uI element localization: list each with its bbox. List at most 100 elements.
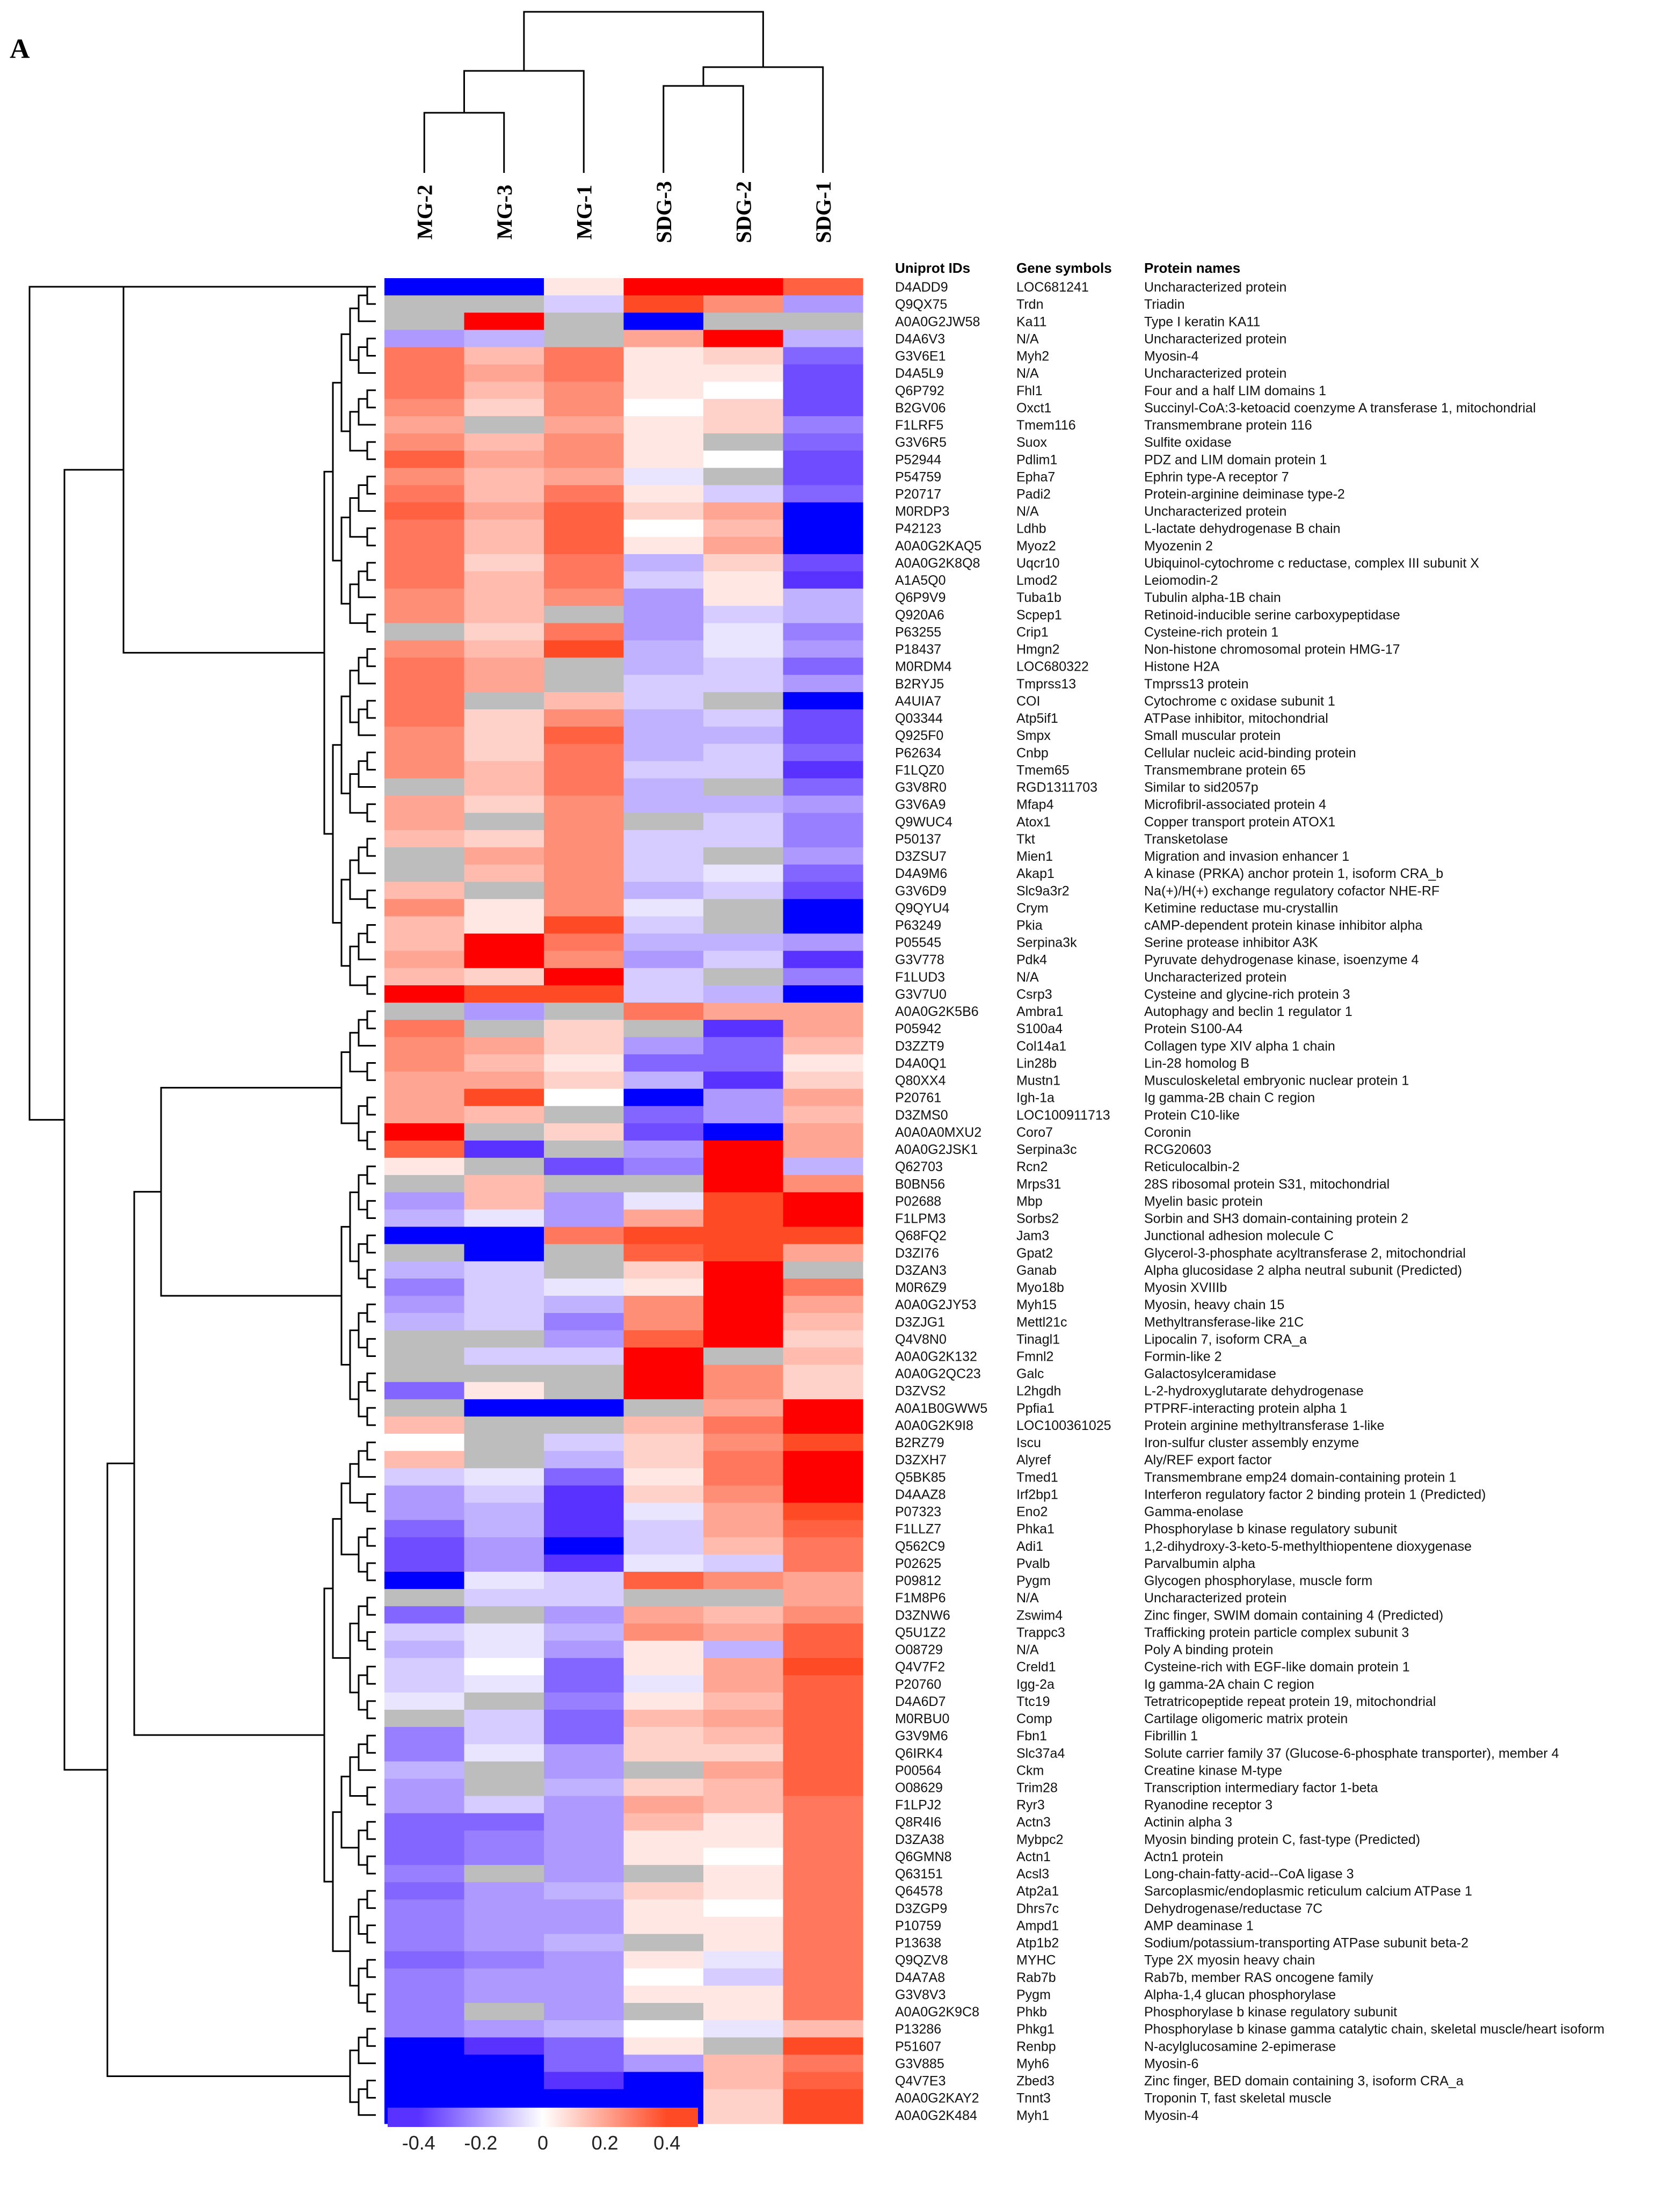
row-protein-name: Trafficking protein particle complex sub… (1144, 1625, 1409, 1640)
panel-label: A (10, 34, 30, 64)
row-gene: Trdn (1016, 297, 1043, 312)
row-gene: Myh2 (1016, 349, 1049, 364)
heatmap-cell (544, 1865, 624, 1883)
heatmap-cell (703, 985, 784, 1003)
column-label: SDG-3 (652, 181, 676, 243)
heatmap-cell (544, 1485, 624, 1504)
heatmap-cell (783, 330, 863, 348)
heatmap-cell (544, 1020, 624, 1037)
heatmap-cell (623, 278, 704, 296)
heatmap-cell (544, 1088, 624, 1107)
heatmap-cell (623, 571, 704, 589)
row-protein-name: Sarcoplasmic/endoplasmic reticulum calci… (1144, 1884, 1472, 1899)
heatmap-cell (703, 1847, 784, 1865)
heatmap-cell (783, 278, 863, 296)
row-gene: Phkb (1016, 2005, 1047, 2020)
row-gene: Phkg1 (1016, 2022, 1054, 2037)
heatmap-cell (384, 364, 465, 382)
heatmap-cell (384, 468, 465, 486)
heatmap-cell (544, 623, 624, 641)
row-id: G3V7U0 (895, 987, 947, 1002)
heatmap-cell (623, 1106, 704, 1124)
heatmap-cell (783, 1192, 863, 1210)
row-protein-name: Ubiquinol-cytochrome c reductase, comple… (1144, 556, 1479, 571)
heatmap-cell (783, 1606, 863, 1624)
heatmap-cell (544, 1347, 624, 1366)
heatmap-cell (783, 2020, 863, 2038)
heatmap-cell (384, 1778, 465, 1797)
heatmap-cell (544, 933, 624, 952)
heatmap-cell (384, 1003, 465, 1020)
row-id: D3ZI76 (895, 1246, 939, 1261)
heatmap-cell (623, 606, 704, 623)
row-protein-name: Migration and invasion enhancer 1 (1144, 849, 1349, 864)
row-gene: Slc9a3r2 (1016, 883, 1070, 898)
heatmap-cell (544, 1899, 624, 1917)
row-protein-name: Creatine kinase M-type (1144, 1763, 1282, 1778)
heatmap-cell (464, 1692, 544, 1710)
heatmap-cell (703, 485, 784, 503)
row-gene: Eno2 (1016, 1505, 1048, 1520)
row-gene: Ryr3 (1016, 1798, 1045, 1813)
heatmap-cell (703, 1141, 784, 1158)
row-gene: Atp5if1 (1016, 711, 1058, 726)
heatmap-cell (544, 727, 624, 744)
heatmap-cell (783, 519, 863, 538)
heatmap-cell (703, 1313, 784, 1331)
heatmap-cell (623, 1968, 704, 1986)
heatmap-cell (703, 1209, 784, 1228)
row-gene: Myh6 (1016, 2056, 1049, 2071)
heatmap-cell (464, 1847, 544, 1865)
heatmap-cell (384, 692, 465, 710)
heatmap-cell (783, 468, 863, 486)
heatmap-cell (783, 1813, 863, 1831)
heatmap-cell (783, 692, 863, 710)
heatmap-cell (464, 1658, 544, 1676)
heatmap-cell (783, 1882, 863, 1900)
heatmap-cell (464, 571, 544, 589)
row-gene: Serpina3c (1016, 1142, 1077, 1157)
row-protein-name: Ryanodine receptor 3 (1144, 1798, 1272, 1813)
heatmap-cell (544, 950, 624, 969)
row-gene: Pvalb (1016, 1556, 1050, 1571)
row-gene: Gpat2 (1016, 1246, 1053, 1261)
heatmap-cell (464, 1382, 544, 1400)
heatmap-cell (783, 1468, 863, 1486)
heatmap-cell (544, 1037, 624, 1055)
heatmap-cell (783, 882, 863, 899)
row-protein-name: Protein-arginine deiminase type-2 (1144, 487, 1345, 502)
heatmap-cell (783, 536, 863, 555)
heatmap-cell (384, 606, 465, 623)
heatmap-cell (623, 2089, 704, 2107)
heatmap-cell (544, 519, 624, 538)
row-protein-name: Four and a half LIM domains 1 (1144, 383, 1326, 398)
heatmap-cell (703, 1054, 784, 1072)
row-gene: Comp (1016, 1711, 1052, 1726)
heatmap-cell (464, 1088, 544, 1107)
heatmap-cell (464, 1123, 544, 1141)
heatmap-cell (544, 1985, 624, 2003)
heatmap-cell (544, 2089, 624, 2107)
row-id: Q80XX4 (895, 1073, 946, 1088)
row-id: Q6P792 (895, 383, 944, 398)
row-id: Q8R4I6 (895, 1815, 941, 1830)
heatmap-cell (384, 899, 465, 917)
table-header: Uniprot IDs (895, 260, 970, 276)
heatmap-cell (464, 1175, 544, 1193)
heatmap-cell (384, 744, 465, 761)
row-dendrogram (28, 286, 377, 2116)
heatmap-cell (544, 1399, 624, 1417)
row-protein-name: Histone H2A (1144, 659, 1220, 674)
heatmap-cell (783, 1554, 863, 1572)
heatmap-cell (464, 1951, 544, 1969)
heatmap-cell (464, 830, 544, 848)
row-protein-name: Copper transport protein ATOX1 (1144, 815, 1335, 830)
heatmap-cell (384, 1692, 465, 1710)
row-gene: Ttc19 (1016, 1694, 1050, 1709)
heatmap-cell (703, 536, 784, 555)
heatmap-cell (544, 398, 624, 417)
heatmap-cell (464, 933, 544, 952)
heatmap-cell (384, 1847, 465, 1865)
row-protein-name: Cysteine-rich with EGF-like domain prote… (1144, 1660, 1410, 1675)
